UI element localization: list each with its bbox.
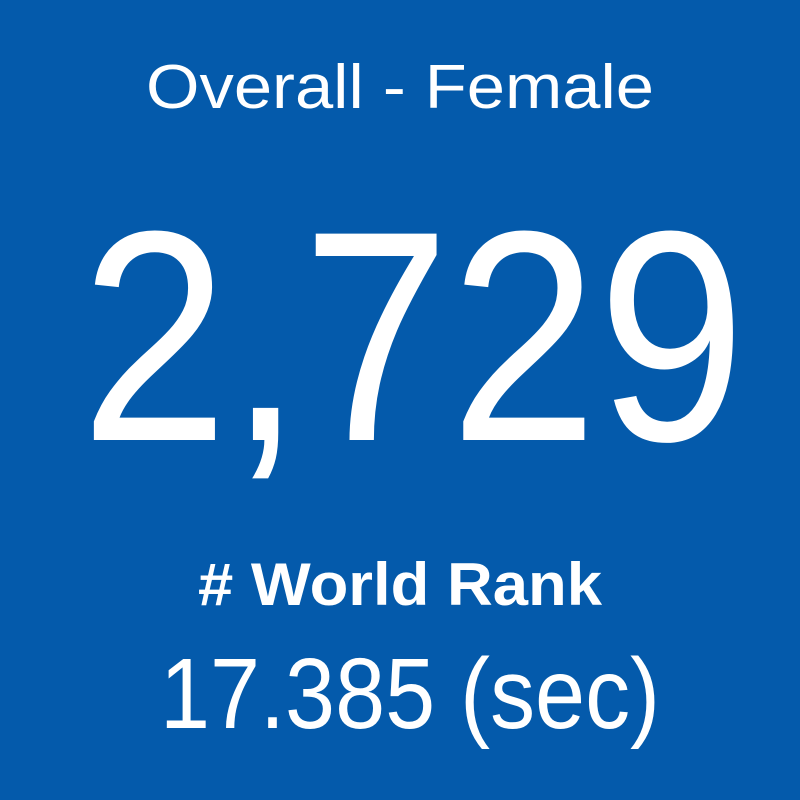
tile-title: Overall - Female: [146, 53, 654, 122]
tile-subtext: 17.385 (sec): [160, 638, 660, 750]
tile-label: # World Rank: [198, 551, 603, 618]
tile-value: 2,729: [81, 168, 746, 504]
